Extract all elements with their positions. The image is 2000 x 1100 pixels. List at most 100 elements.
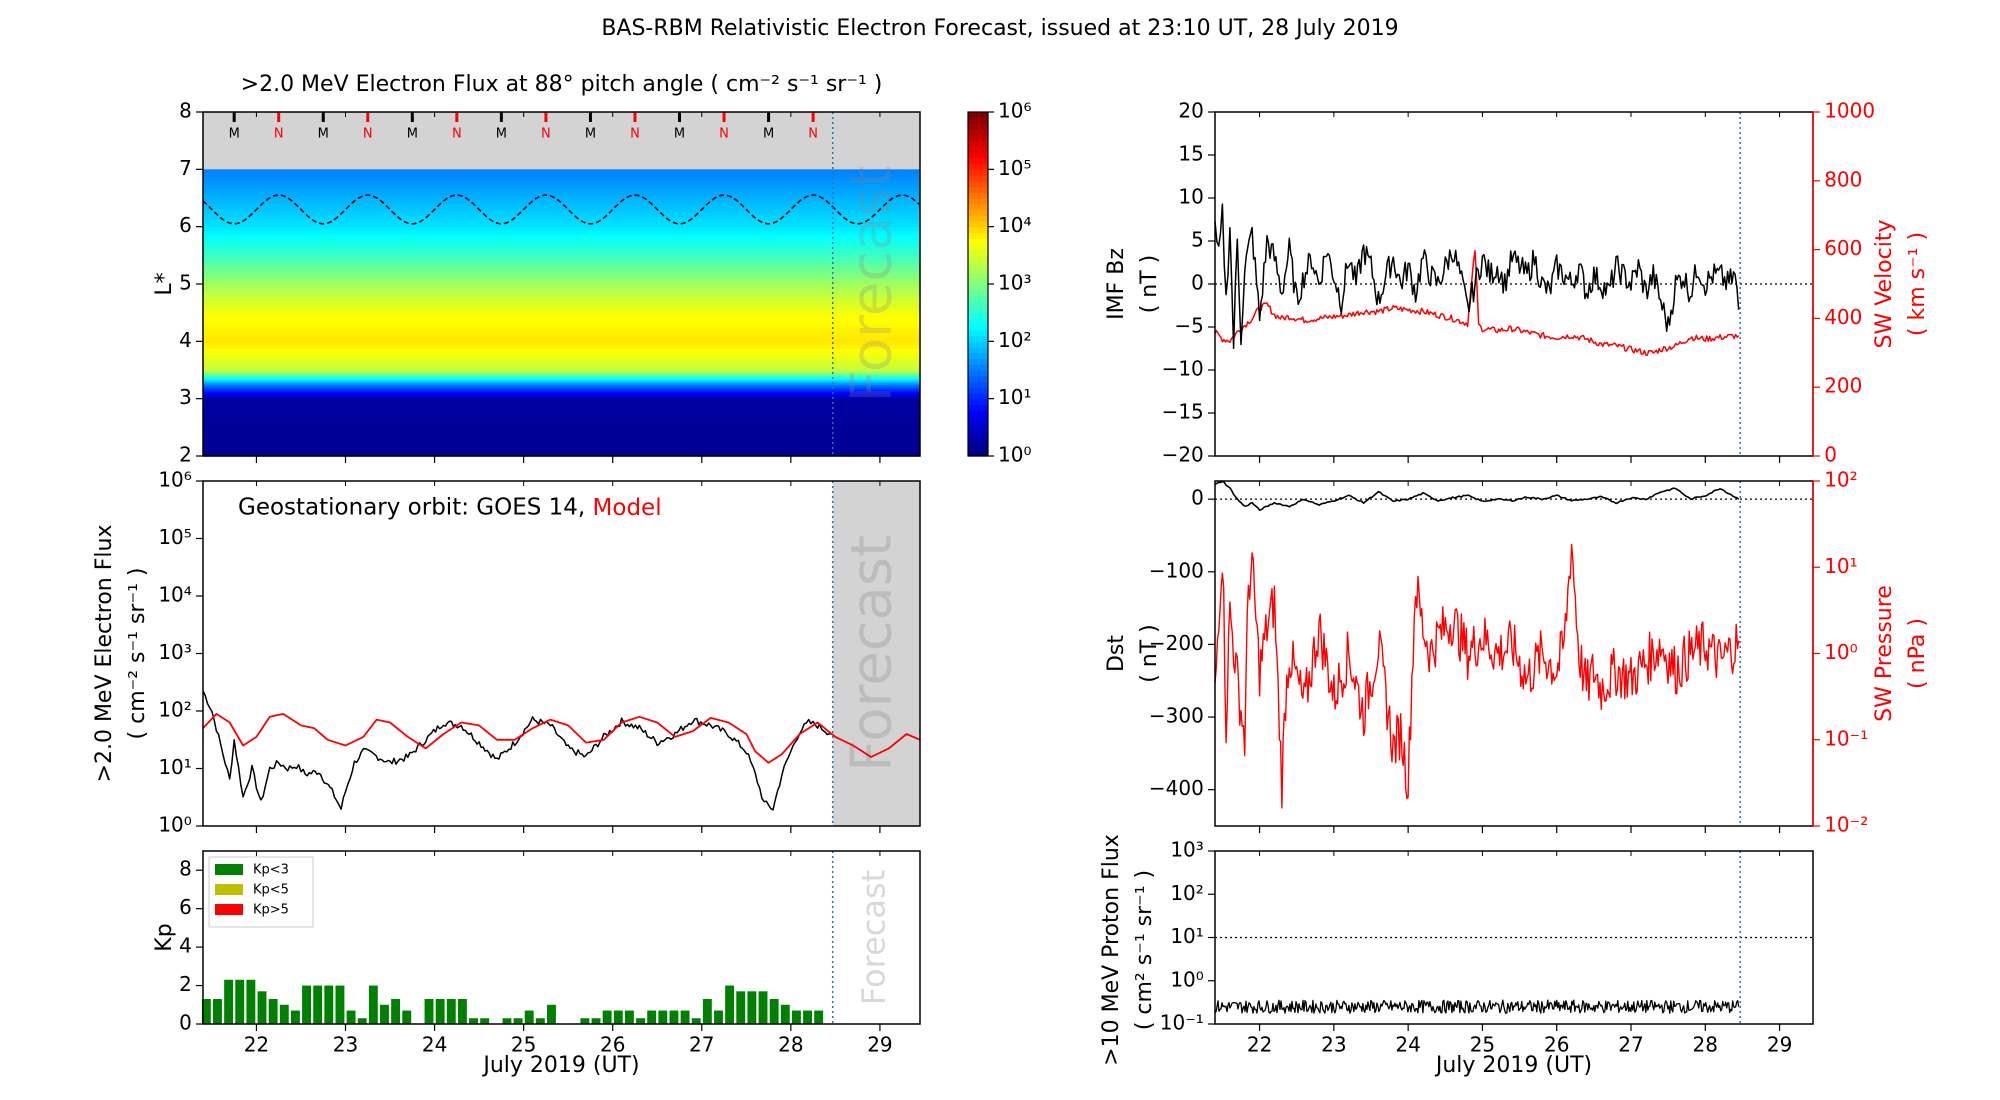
sw-velocity-ytick-label: 200 bbox=[1824, 374, 1862, 398]
flux-map-band bbox=[203, 251, 920, 256]
colorbar-segment bbox=[968, 352, 988, 360]
kp-bar bbox=[602, 1010, 612, 1024]
colorbar-segment bbox=[968, 318, 988, 325]
colorbar-tick-label: 10³ bbox=[998, 271, 1031, 295]
proton-xtick-label: 26 bbox=[1544, 1033, 1569, 1057]
colorbar-tick-label: 10⁵ bbox=[998, 156, 1031, 180]
flux-map-band bbox=[203, 301, 920, 307]
imf-ytick-label: −5 bbox=[1174, 314, 1203, 338]
kp-bar bbox=[714, 1010, 723, 1024]
colorbar-segment bbox=[968, 324, 988, 331]
proton-ylabel-units: ( cm² s⁻¹ sr⁻¹ ) bbox=[1132, 870, 1157, 1030]
kp-frame bbox=[202, 850, 921, 1025]
colorbar-segment bbox=[968, 255, 988, 262]
sw-pressure-ylabel: SW Pressure bbox=[1872, 585, 1897, 722]
kp-bar bbox=[725, 985, 735, 1024]
kp-bar bbox=[624, 1010, 634, 1024]
colorbar-segment bbox=[968, 370, 988, 377]
flux-map-band bbox=[203, 327, 920, 332]
mn-marker-label: M bbox=[585, 127, 596, 142]
kp-bar bbox=[814, 1010, 824, 1024]
kp-bar bbox=[457, 999, 467, 1024]
flux-map-band bbox=[203, 205, 920, 210]
dst-ytick-label: −400 bbox=[1149, 776, 1204, 800]
colorbar-segment bbox=[968, 364, 988, 371]
kp-bar bbox=[313, 985, 323, 1024]
flux-map-ytick-label: 5 bbox=[179, 271, 192, 295]
geo-ytick-label: 10³ bbox=[158, 640, 191, 664]
sw-pressure-ytick-label: 10² bbox=[1824, 468, 1857, 492]
colorbar-segment bbox=[968, 278, 988, 285]
kp-legend-label: Kp<5 bbox=[253, 883, 289, 898]
dst-ylabel-units: ( nT ) bbox=[1137, 624, 1162, 683]
flux-map-band bbox=[203, 248, 920, 253]
sw-pressure-ytick-label: 10⁰ bbox=[1824, 640, 1857, 664]
flux-map-band bbox=[203, 266, 920, 271]
mn-marker-label: N bbox=[541, 127, 551, 142]
kp-xtick-label: 24 bbox=[422, 1033, 447, 1057]
flux-map-band bbox=[203, 377, 920, 380]
kp-bar bbox=[513, 1018, 523, 1024]
colorbar-tick-label: 10⁴ bbox=[998, 213, 1031, 237]
flux-map-band bbox=[203, 355, 920, 360]
geo-ytick-label: 10⁵ bbox=[158, 525, 191, 549]
colorbar-tick-label: 10¹ bbox=[998, 385, 1031, 409]
flux-map-ytick-label: 3 bbox=[179, 385, 192, 409]
colorbar-segment bbox=[968, 261, 988, 268]
colorbar-segment bbox=[968, 232, 988, 239]
colorbar-segment bbox=[968, 123, 988, 130]
kp-bar bbox=[769, 999, 779, 1024]
colorbar-segment bbox=[968, 203, 988, 211]
kp-bar bbox=[736, 991, 746, 1024]
flux-map-band bbox=[203, 284, 920, 289]
kp-bar bbox=[424, 999, 434, 1024]
dst-ytick-label: 0 bbox=[1191, 486, 1204, 510]
proton-xtick-label: 25 bbox=[1470, 1033, 1495, 1057]
proton-xtick-label: 29 bbox=[1767, 1033, 1792, 1057]
geo-ytick-label: 10¹ bbox=[158, 755, 191, 779]
proton-flux-line bbox=[1214, 999, 1740, 1014]
flux-map-band bbox=[203, 176, 920, 181]
flux-map-ytick-label: 7 bbox=[179, 156, 192, 180]
colorbar-segment bbox=[968, 450, 988, 457]
kp-xtick-label: 23 bbox=[333, 1033, 358, 1057]
sw-velocity-ylabel-units: ( km s⁻¹ ) bbox=[1905, 232, 1930, 336]
colorbar-segment bbox=[968, 134, 988, 142]
flux-map-ytick-label: 4 bbox=[179, 328, 192, 352]
flux-map-band bbox=[203, 294, 920, 299]
sw-velocity-ytick-label: 800 bbox=[1824, 167, 1862, 191]
colorbar-segment bbox=[968, 192, 988, 199]
flux-map-band bbox=[203, 405, 920, 414]
proton-ytick-label: 10¹ bbox=[1170, 924, 1203, 948]
flux-map-band bbox=[203, 172, 920, 178]
sw-velocity-ytick-label: 400 bbox=[1824, 305, 1862, 329]
colorbar-segment bbox=[968, 146, 988, 153]
kp-bar bbox=[591, 1018, 601, 1024]
colorbar-segment bbox=[968, 220, 988, 228]
colorbar-segment bbox=[968, 198, 988, 205]
proton-xtick-label: 22 bbox=[1247, 1033, 1272, 1057]
flux-map-band bbox=[203, 258, 920, 264]
colorbar-segment bbox=[968, 152, 988, 159]
colorbar-segment bbox=[968, 289, 988, 297]
dst-ytick-label: −100 bbox=[1149, 558, 1204, 582]
flux-map-band bbox=[203, 387, 920, 391]
kp-ytick-label: 6 bbox=[179, 895, 192, 919]
flux-map-band bbox=[203, 334, 920, 339]
colorbar-segment bbox=[968, 421, 988, 428]
flux-map-band bbox=[203, 230, 920, 235]
flux-map-band bbox=[203, 366, 920, 371]
geo-frame bbox=[202, 480, 921, 827]
colorbar-segment bbox=[968, 415, 988, 423]
colorbar-segment bbox=[968, 180, 988, 188]
flux-map-band bbox=[203, 380, 920, 384]
colorbar-segment bbox=[968, 392, 988, 400]
colorbar-segment bbox=[968, 427, 988, 434]
kp-bar bbox=[547, 1004, 556, 1024]
mn-marker-label: N bbox=[808, 127, 818, 142]
sw-pressure-ylabel-units: ( nPa ) bbox=[1905, 618, 1930, 689]
flux-map-band bbox=[203, 219, 920, 224]
kp-ytick-label: 8 bbox=[179, 857, 192, 881]
geo-annotation-model: Model bbox=[593, 495, 662, 521]
sw-velocity-ytick-label: 600 bbox=[1824, 236, 1862, 260]
